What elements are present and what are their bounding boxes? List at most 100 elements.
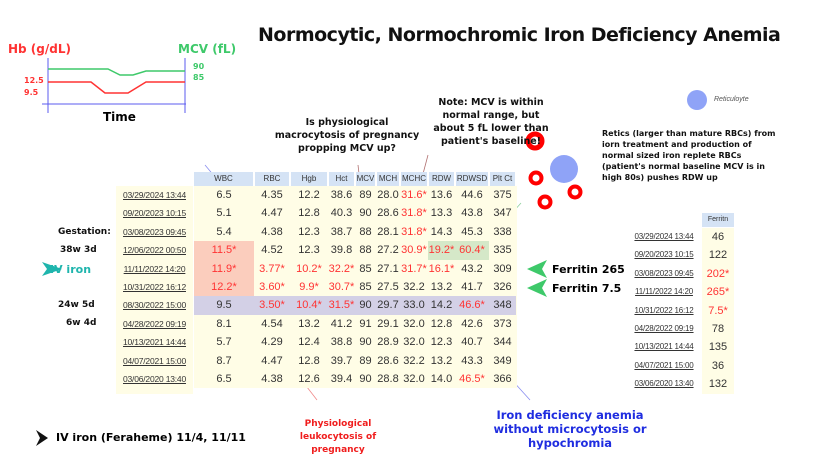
table-cell: 13.6 xyxy=(430,189,453,201)
ferritin-date-link[interactable]: 04/28/2022 09:19 xyxy=(634,323,694,333)
table-cell: 19.2* xyxy=(428,241,455,260)
ferritin-265-label: Ferritin 265 xyxy=(552,263,625,276)
table-cell: 85 xyxy=(359,281,372,294)
table-cell: 28.6 xyxy=(377,354,399,367)
table-cell: 40.3 xyxy=(330,207,353,220)
table-cell: 88 xyxy=(359,225,372,238)
date-link[interactable]: 04/28/2022 09:19 xyxy=(123,318,186,329)
table-cell: 12.6 xyxy=(298,373,320,386)
table-row: 11.9* 3.77* 10.2* 32.2* 85 27.1 31.7* 16.1* 43.2… xyxy=(194,259,516,279)
table-cell: 12.8 xyxy=(430,317,453,330)
table-row: 11.5* 4.52 12.3 39.8 88 27.2 30.9* 19.2* 60.4* 33… xyxy=(194,241,516,260)
table-cell: 12.8 xyxy=(298,207,320,220)
date-link[interactable]: 11/11/2022 14:20 xyxy=(123,263,186,274)
date-link[interactable]: 03/06/2020 13:40 xyxy=(123,373,186,384)
column-header: RDW xyxy=(428,172,456,186)
table-cell: 32.2 xyxy=(403,281,425,294)
page-title: Normocytic, Normochromic Iron Deficiency… xyxy=(258,24,781,46)
table-cell: 32.2 xyxy=(403,354,425,367)
table-cell: 12.8 xyxy=(298,354,320,367)
ferritin-header: Ferritn xyxy=(702,213,734,227)
table-cell: 4.38 xyxy=(261,373,283,386)
ferritin-value: 36 xyxy=(711,359,725,372)
table-cell: 9.5 xyxy=(194,296,254,315)
table-cell: 29.7 xyxy=(376,296,400,315)
ferritin-date-link[interactable]: 03/08/2023 09:45 xyxy=(634,268,694,278)
table-row: 5.4 4.38 12.3 38.7 88 28.1 31.8* 14.3 45.3 338 xyxy=(194,223,516,241)
mini-chart xyxy=(42,58,186,113)
ferritin-arrow-icon xyxy=(527,279,547,297)
ferritin-date-link[interactable]: 11/11/2022 14:20 xyxy=(635,287,693,297)
table-cell: 13.2 xyxy=(430,281,453,294)
table-row: 5.1 4.47 12.8 40.3 90 28.6 31.8* 13.3 43.8 347 xyxy=(194,204,516,222)
date-link[interactable]: 10/31/2022 16:12 xyxy=(123,281,186,292)
table-cell: 349 xyxy=(493,354,512,367)
table-cell: 16.1* xyxy=(428,262,455,275)
ferritin-value: 7.5* xyxy=(708,304,728,317)
table-cell: 4.52 xyxy=(261,244,283,257)
rbc-icon xyxy=(537,194,553,210)
hb-line xyxy=(48,81,185,94)
table-cell: 30.9* xyxy=(401,244,427,257)
table-row: 8.1 4.54 13.2 41.2 91 29.1 32.0 12.8 42.6 373 xyxy=(194,315,516,333)
table-row: 9.5 3.50* 10.4* 31.5* 90 29.7 33.0 14.2 46.6* 348 xyxy=(194,296,516,315)
table-row: 6.5 4.35 12.2 38.6 89 28.0 31.6* 13.6 44.6 375 xyxy=(194,186,516,204)
ferritin-date-link[interactable]: 09/20/2023 10:15 xyxy=(634,250,694,260)
ferritin-arrow-icon xyxy=(527,260,547,278)
table-cell: 3.60* xyxy=(259,281,285,294)
table-cell: 11.9* xyxy=(194,259,254,279)
table-cell: 32.0 xyxy=(403,336,425,349)
table-cell: 31.8* xyxy=(401,207,427,220)
table-cell: 12.2* xyxy=(194,278,254,297)
table-cell: 375 xyxy=(493,189,512,201)
table-cell: 344 xyxy=(493,336,512,349)
table-cell: 38.6 xyxy=(330,189,353,201)
table-cell: 28.6 xyxy=(377,207,399,220)
ferritin-date-link[interactable]: 03/29/2024 13:44 xyxy=(634,232,694,241)
date-link[interactable]: 03/08/2023 09:45 xyxy=(123,226,186,237)
table-cell: 41.7 xyxy=(461,281,483,294)
ferritin-date-link[interactable]: 10/13/2021 14:44 xyxy=(634,342,694,352)
ferritin-value: 135 xyxy=(708,341,728,354)
date-link[interactable]: 03/29/2024 13:44 xyxy=(123,190,186,200)
table-cell: 326 xyxy=(493,281,512,294)
date-link[interactable]: 09/20/2023 10:15 xyxy=(123,208,186,219)
table-cell: 4.29 xyxy=(261,336,283,349)
table-cell: 31.7* xyxy=(401,262,427,275)
table-cell: 11.5* xyxy=(194,241,254,260)
time-axis-label: Time xyxy=(103,110,136,124)
date-link[interactable]: 08/30/2022 15:00 xyxy=(123,300,186,311)
table-cell: 33.0 xyxy=(400,296,428,315)
table-row: 6.5 4.38 12.6 39.4 90 28.8 32.0 14.0 46.5* 366 xyxy=(194,370,516,388)
table-cell: 6.5 xyxy=(216,373,232,386)
table-cell: 10.2* xyxy=(296,262,322,275)
table-cell: 38.8 xyxy=(330,336,353,349)
table-cell: 4.47 xyxy=(261,354,283,367)
table-cell: 46.6* xyxy=(455,296,489,315)
table-cell: 30.7* xyxy=(328,281,355,294)
table-cell: 14.2 xyxy=(428,296,455,315)
ferritin-7-5-label: Ferritin 7.5 xyxy=(552,282,622,295)
table-cell: 45.3 xyxy=(461,225,483,238)
rbc-icon xyxy=(525,131,545,151)
date-link[interactable]: 10/13/2021 14:44 xyxy=(123,337,186,348)
table-cell: 5.4 xyxy=(216,225,232,238)
table-cell: 373 xyxy=(493,317,512,330)
cbc-table: WBC RBC Hgb Hct MCV MCH MCHC RDW RDWSD Plt Ct 6.5 4… xyxy=(194,172,517,389)
hb-tick: 12.5 xyxy=(24,76,44,85)
iv-iron-note: IV iron (Feraheme) 11/4, 11/11 xyxy=(56,431,246,444)
date-link[interactable]: 12/06/2022 00:50 xyxy=(123,245,186,256)
table-cell: 31.6* xyxy=(401,189,427,201)
table-row: 5.7 4.29 12.4 38.8 90 28.9 32.0 12.3 40.7 344 xyxy=(194,333,516,351)
table-cell: 39.4 xyxy=(330,373,353,386)
hb-tick: 9.5 xyxy=(24,88,39,97)
gestation-24w5d: 24w 5d xyxy=(58,300,95,310)
ferritin-date-link[interactable]: 10/31/2022 16:12 xyxy=(634,305,694,315)
ferritin-value: 202* xyxy=(706,267,730,280)
chevron-right-icon xyxy=(36,430,48,446)
column-header: Hct xyxy=(328,172,356,186)
ferritin-date-link[interactable]: 04/07/2021 15:00 xyxy=(634,360,694,370)
rbc-icon xyxy=(528,170,544,186)
date-link[interactable]: 04/07/2021 15:00 xyxy=(123,355,186,366)
ferritin-date-link[interactable]: 03/06/2020 13:40 xyxy=(634,379,694,389)
